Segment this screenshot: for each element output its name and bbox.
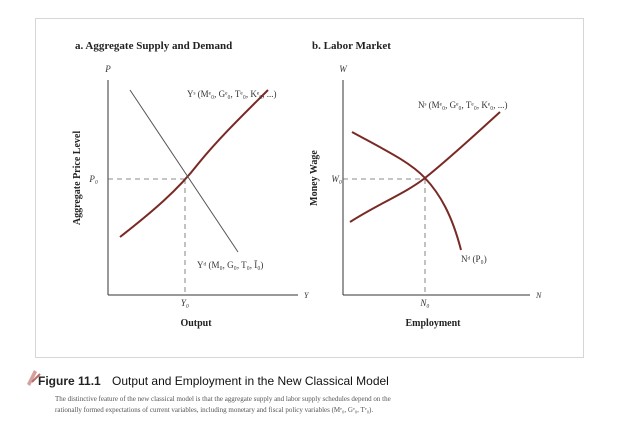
panel-a-x-axis-title: Output — [180, 318, 212, 329]
panel-b-x-axis-title: Employment — [406, 318, 462, 329]
figure-caption: Figure 11.1 Output and Employment in the… — [27, 370, 389, 388]
panel-a-title: a. Aggregate Supply and Demand — [75, 40, 233, 52]
figure-description-line-2: rationally formed expectations of curren… — [55, 406, 374, 414]
panel-b: W Money Wage W₀ N₀ N Employment Nˢ (Mᵉ₀,… — [309, 64, 542, 329]
panel-b-labor-supply-curve — [349, 111, 501, 223]
figure-frame — [35, 18, 584, 358]
figure-number: Figure 11.1 — [38, 374, 101, 388]
figure-title: Output and Employment in the New Classic… — [112, 374, 389, 388]
panel-a-y-axis-title: Aggregate Price Level — [72, 131, 83, 225]
panel-b-y-axis-title: Money Wage — [309, 150, 320, 206]
panel-a-demand-label: Yᵈ (M₀, G₀, T₀, Ī₀) — [197, 260, 263, 270]
panel-b-demand-label: Nᵈ (P₀) — [461, 254, 487, 264]
figure-marker-icon — [27, 370, 41, 386]
panel-b-x-axis-letter: N — [535, 291, 542, 300]
panel-a-supply-label: Yˢ (Mᵉ₀, Gᵉ₀, Tᵉ₀, Kᵉ₀, ...) — [187, 89, 277, 99]
figure-description-line-1: The distinctive feature of the new class… — [55, 395, 391, 403]
panel-a-x-tick: Y₀ — [181, 298, 189, 308]
panel-b-supply-label: Nˢ (Mᵉ₀, Gᵉ₀, Tᵉ₀, Kᵉ₀, ...) — [418, 100, 508, 110]
panel-a-y-axis-letter: P — [104, 64, 111, 74]
panel-b-x-tick: N₀ — [419, 298, 429, 308]
panel-b-title: b. Labor Market — [312, 40, 391, 52]
panel-a-aggregate-supply-curve — [119, 89, 269, 238]
panel-a-x-axis-letter: Y — [304, 291, 310, 300]
panel-b-y-axis-letter: W — [339, 64, 348, 74]
figure-description: The distinctive feature of the new class… — [55, 394, 565, 416]
panel-b-y-tick: W₀ — [331, 174, 342, 184]
panel-a: P Aggregate Price Level P₀ Y₀ Y Output Y… — [72, 64, 310, 329]
panel-a-y-tick: P₀ — [88, 174, 98, 184]
panel-a-aggregate-demand-curve — [129, 89, 239, 253]
